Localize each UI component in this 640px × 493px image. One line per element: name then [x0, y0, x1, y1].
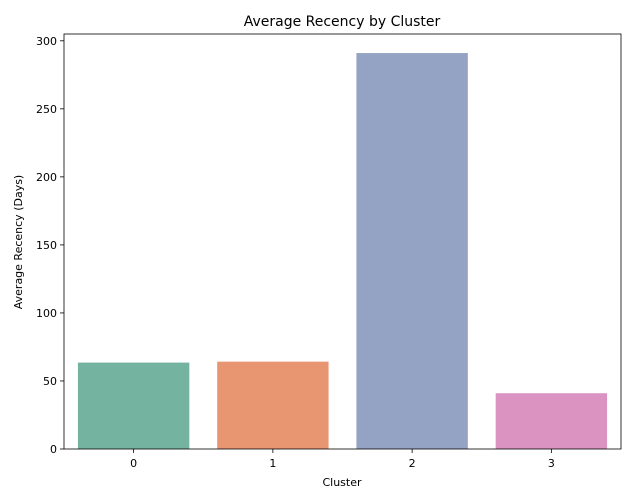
bar-cluster-1: [217, 361, 329, 449]
chart-title: Average Recency by Cluster: [244, 14, 441, 30]
x-axis: 0 1 2 3: [130, 449, 555, 470]
y-axis-label: Average Recency (Days): [12, 175, 25, 309]
bar-cluster-2: [356, 53, 468, 449]
x-tick-label: 3: [548, 457, 555, 470]
y-tick-label: 300: [36, 35, 57, 48]
x-axis-label: Cluster: [322, 476, 362, 489]
x-tick-label: 1: [269, 457, 276, 470]
x-tick-label: 0: [130, 457, 137, 470]
x-tick-label: 2: [409, 457, 416, 470]
y-tick-label: 200: [36, 171, 57, 184]
y-tick-label: 0: [50, 443, 57, 456]
plot-frame: [63, 33, 622, 450]
y-tick-label: 150: [36, 239, 57, 252]
bar-cluster-3: [495, 393, 608, 449]
bar-cluster-0: [77, 362, 190, 449]
y-tick-label: 50: [43, 375, 57, 388]
y-tick-label: 250: [36, 103, 57, 116]
y-axis: 0 50 100 150 200 250 300: [36, 35, 64, 456]
y-tick-label: 100: [36, 307, 57, 320]
bars-group: [77, 53, 608, 449]
